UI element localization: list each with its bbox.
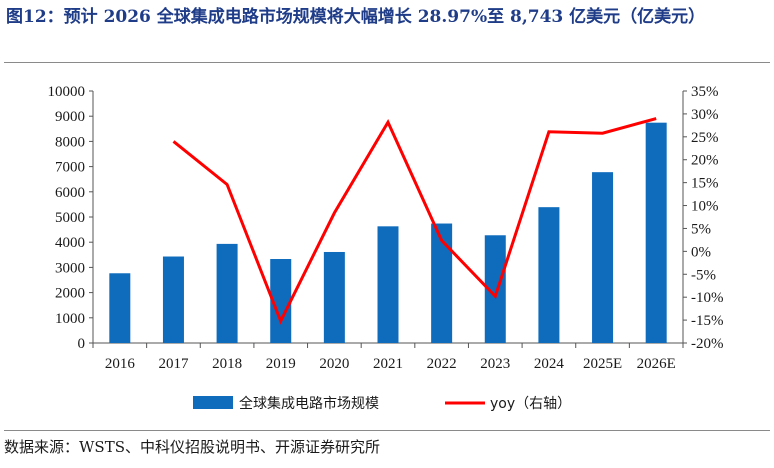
chart-area: 0 1000 2000 3000 4000 5000 6000 7000 8000 9000 100… bbox=[48, 84, 724, 412]
source-note: 数据来源：WSTS、中科仪招股说明书、开源证券研究所 bbox=[4, 438, 380, 456]
chart-title: 图12：预计 2026 全球集成电路市场规模将大幅增长 28.97%至 8,74… bbox=[6, 7, 706, 27]
bar-series bbox=[109, 122, 667, 344]
x-axis-label: 2024 bbox=[534, 356, 565, 372]
bar bbox=[216, 243, 238, 343]
left-axis-tick-label: 9000 bbox=[55, 109, 85, 125]
right-axis-tick-label: 20% bbox=[691, 153, 719, 169]
right-axis-tick-label: 10% bbox=[691, 199, 719, 215]
legend-bar-swatch bbox=[193, 396, 233, 409]
right-axis-tick-label: -15% bbox=[691, 313, 724, 329]
bottom-rule bbox=[4, 430, 770, 431]
x-axis-labels: 2016 2017 2018 2019 2020 2021 2022 2023 2024 2025… bbox=[105, 356, 676, 372]
legend: 全球集成电路市场规模 yoy（右轴） bbox=[193, 395, 571, 412]
bar bbox=[484, 235, 506, 343]
right-axis-tick-label: 15% bbox=[691, 176, 719, 192]
left-axis-tick-label: 2000 bbox=[55, 286, 85, 302]
left-axis-tick-label: 8000 bbox=[55, 134, 85, 150]
right-axis-tick-label: 5% bbox=[691, 221, 711, 237]
x-axis-label: 2025E bbox=[583, 356, 622, 372]
chart-axes: 0 1000 2000 3000 4000 5000 6000 7000 8000 9000 100… bbox=[48, 84, 724, 352]
right-axis-tick-label: 25% bbox=[691, 130, 719, 146]
left-axis-tick-label: 0 bbox=[78, 336, 86, 352]
bar bbox=[109, 273, 131, 343]
x-axis-label: 2020 bbox=[319, 356, 349, 372]
bar bbox=[162, 256, 184, 343]
x-axis-label: 2022 bbox=[427, 356, 457, 372]
yoy-line-series bbox=[172, 117, 657, 325]
bar bbox=[645, 122, 667, 344]
bar bbox=[323, 251, 345, 343]
bar bbox=[538, 207, 560, 343]
x-axis-label: 2021 bbox=[373, 356, 403, 372]
left-axis-tick-label: 10000 bbox=[48, 84, 86, 100]
left-axis-tick-label: 7000 bbox=[55, 160, 85, 176]
bar bbox=[270, 259, 292, 343]
right-axis-tick-label: -20% bbox=[691, 336, 724, 352]
right-axis-tick-label: -5% bbox=[691, 267, 716, 283]
right-axis-tick-label: 0% bbox=[691, 244, 711, 260]
x-axis-label: 2018 bbox=[212, 356, 242, 372]
left-axis-tick-label: 4000 bbox=[55, 235, 85, 251]
right-axis-tick-label: 35% bbox=[691, 84, 719, 100]
x-axis-label: 2017 bbox=[158, 356, 189, 372]
bar bbox=[592, 172, 614, 343]
x-axis-label: 2019 bbox=[266, 356, 296, 372]
left-axis-tick-label: 6000 bbox=[55, 185, 85, 201]
x-axis-label: 2026E bbox=[637, 356, 676, 372]
right-axis-tick-label: -10% bbox=[691, 290, 724, 306]
bar bbox=[377, 226, 399, 343]
bar bbox=[431, 223, 453, 343]
top-rule bbox=[4, 62, 770, 63]
left-axis-tick-label: 3000 bbox=[55, 260, 85, 276]
x-axis-label: 2023 bbox=[480, 356, 510, 372]
left-axis-tick-label: 1000 bbox=[55, 311, 85, 327]
yoy-line bbox=[172, 117, 657, 325]
legend-bar-label: 全球集成电路市场规模 bbox=[239, 395, 379, 412]
legend-line-label: yoy（右轴） bbox=[490, 396, 571, 412]
right-axis-tick-label: 30% bbox=[691, 107, 719, 123]
x-axis-label: 2016 bbox=[105, 356, 136, 372]
left-axis-tick-label: 5000 bbox=[55, 210, 85, 226]
